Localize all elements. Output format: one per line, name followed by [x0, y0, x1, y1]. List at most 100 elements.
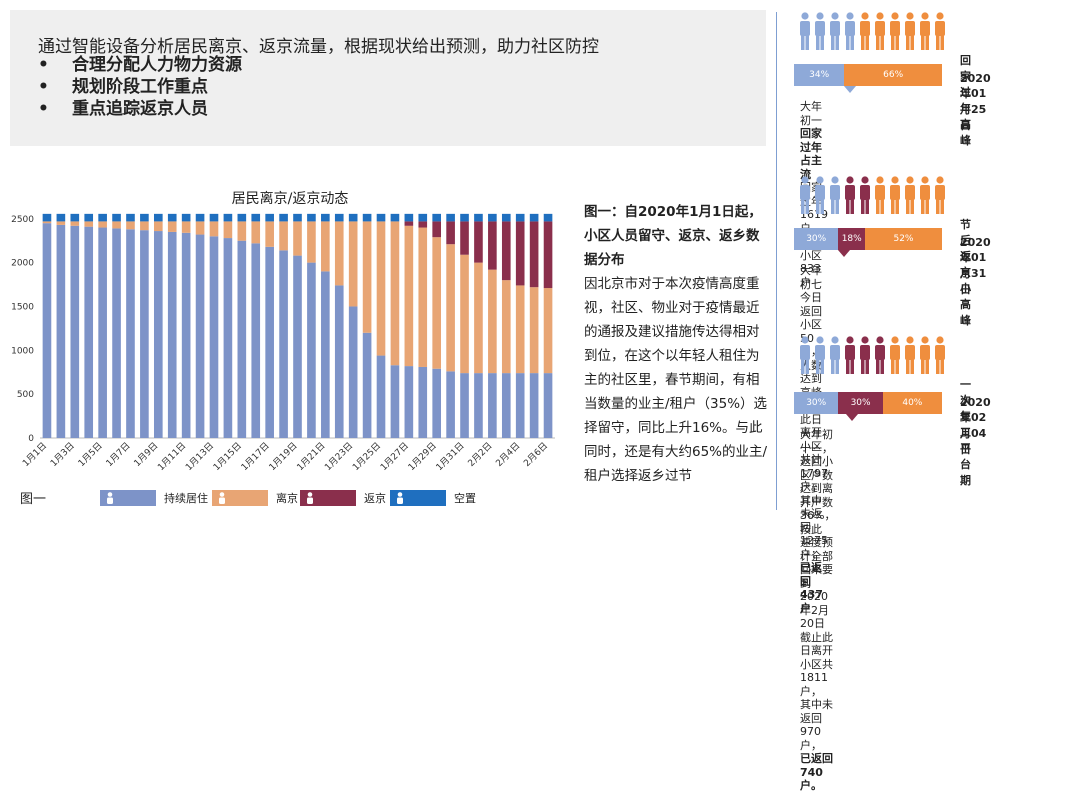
- bar-segment: [167, 221, 177, 232]
- bar-segment: [84, 213, 94, 222]
- legend-swatch: [390, 490, 446, 506]
- percentage-segment: 40%: [882, 392, 942, 414]
- x-tick-label: 1月31日: [434, 440, 467, 473]
- bar-segment: [42, 223, 52, 438]
- bar-segment: [279, 213, 288, 222]
- bar-segment: [112, 213, 121, 222]
- person-icon: [845, 336, 855, 374]
- bar-segment: [390, 221, 400, 366]
- bar-segment: [84, 226, 94, 438]
- bar-segment: [237, 240, 247, 438]
- bar-segment: [515, 221, 525, 286]
- bar-segment: [195, 221, 205, 235]
- person-icon: [890, 176, 900, 214]
- bar-segment: [460, 221, 469, 255]
- bar-segment: [84, 221, 94, 227]
- bar-segment: [334, 285, 344, 438]
- x-tick-label: 1月1日: [20, 440, 49, 469]
- bar-segment: [334, 213, 344, 222]
- percentage-segment: 30%: [794, 392, 839, 414]
- y-tick-label: 2500: [11, 215, 34, 225]
- bar-segment: [543, 213, 553, 222]
- bar-segment: [474, 373, 483, 438]
- summary-intro: 通过智能设备分析居民离京、返京流量，根据现状给出预测，助力社区防控: [38, 37, 599, 57]
- person-icon: [845, 176, 855, 214]
- bar-segment: [112, 228, 121, 438]
- bar-segment: [153, 213, 163, 222]
- person-icon: [935, 12, 945, 50]
- bar-segment: [515, 373, 525, 438]
- person-icon: [800, 12, 810, 50]
- x-tick-label: 1月29日: [406, 440, 439, 473]
- person-icon: [875, 336, 885, 374]
- legend-item-resident: 持续居住: [100, 490, 208, 506]
- x-tick-label: 1月19日: [267, 440, 300, 473]
- bar-segment: [195, 234, 205, 438]
- x-tick-label: 2月4日: [494, 440, 523, 469]
- bar-segment: [418, 213, 428, 222]
- percentage-bar: 30% 30% 40%: [794, 392, 942, 414]
- x-tick-label: 1月3日: [48, 440, 77, 469]
- goal-item: • 重点追踪返京人员: [38, 99, 208, 119]
- bar-segment: [432, 221, 442, 238]
- bar-segment: [56, 221, 66, 225]
- bar-segment: [460, 254, 469, 374]
- bar-segment: [126, 213, 135, 222]
- bar-segment: [543, 221, 553, 289]
- y-tick-label: 1000: [11, 346, 34, 356]
- bar-segment: [140, 213, 149, 222]
- bar-segment: [362, 332, 372, 438]
- person-icon: [830, 176, 840, 214]
- person-icon: [860, 12, 870, 50]
- bar-segment: [446, 371, 455, 438]
- bar-segment: [279, 250, 288, 438]
- stacked-bar-chart: 0 500 1000 1500 2000 2500 1月1日 1月3日 1月5日 1月7日 1月9日…: [11, 213, 555, 473]
- bar-segment: [390, 365, 400, 438]
- x-tick-label: 1月23日: [323, 440, 356, 473]
- bar-segment: [223, 213, 233, 222]
- bar-segment: [167, 213, 177, 222]
- bar-segment: [488, 221, 497, 270]
- bar-segment: [181, 221, 191, 233]
- bar-segment: [432, 368, 442, 438]
- person-icon: [875, 12, 885, 50]
- bar-segment: [474, 262, 483, 374]
- bar-segment: [432, 213, 442, 222]
- person-icon: [800, 176, 810, 214]
- bar-segment: [279, 221, 288, 251]
- bar-segment: [251, 243, 261, 438]
- bar-segment: [70, 213, 80, 222]
- bar-segment: [98, 227, 107, 438]
- person-icon: [815, 176, 825, 214]
- person-icon: [860, 336, 870, 374]
- bar-segment: [223, 238, 233, 438]
- x-tick-label: 1月5日: [76, 440, 105, 469]
- bar-segment: [321, 213, 330, 222]
- bar-segment: [501, 213, 511, 222]
- person-icon: [845, 12, 855, 50]
- people-row: [798, 176, 947, 214]
- y-tick-label: 2000: [11, 259, 34, 269]
- goal-list: • 合理分配人力物力资源 • 规划阶段工作重点 • 重点追踪返京人员: [38, 54, 242, 120]
- bar-segment: [515, 213, 525, 222]
- bar-segment: [474, 213, 483, 222]
- bar-segment: [265, 221, 274, 247]
- bar-segment: [362, 221, 372, 333]
- person-icon: [107, 492, 113, 504]
- person-icon: [815, 12, 825, 50]
- bar-segment: [404, 221, 414, 226]
- percentage-segment: 66%: [844, 64, 942, 86]
- bar-segment: [488, 213, 497, 222]
- y-tick-label: 500: [17, 390, 34, 400]
- bar-segment: [529, 373, 539, 438]
- peak-title: 回家过年高峰: [960, 54, 971, 147]
- bar-segment: [181, 213, 191, 222]
- person-icon: [920, 336, 930, 374]
- peak-date: 2020年01月25日: [960, 72, 991, 132]
- x-tick-label: 1月9日: [132, 440, 161, 469]
- bar-segment: [70, 221, 80, 226]
- bar-segment: [418, 227, 428, 367]
- bar-segment: [376, 355, 386, 438]
- peak-date: 2020年02月04日: [960, 396, 991, 456]
- x-tick-label: 1月21日: [295, 440, 328, 473]
